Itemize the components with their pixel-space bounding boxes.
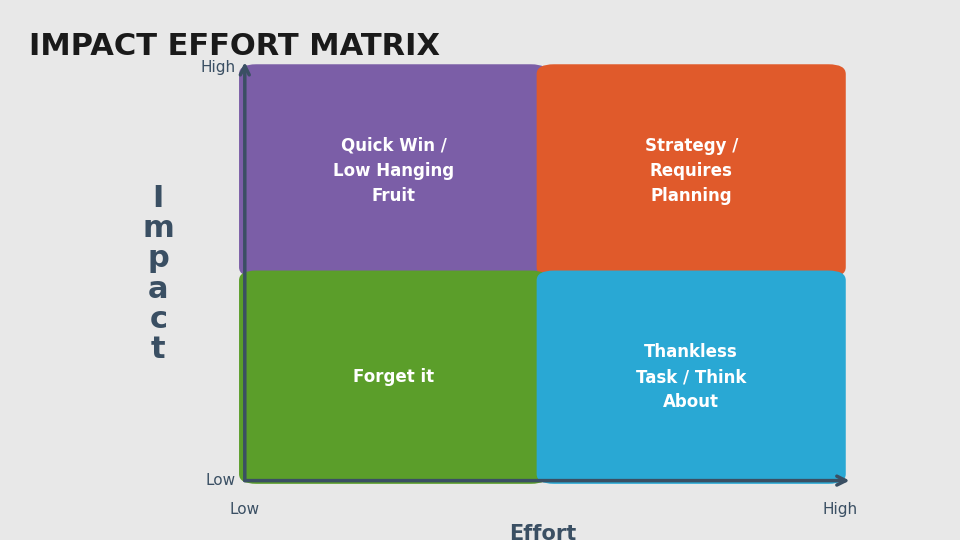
Text: High: High — [823, 502, 857, 517]
FancyBboxPatch shape — [537, 271, 846, 484]
Text: Thankless
Task / Think
About: Thankless Task / Think About — [636, 343, 746, 411]
Text: Forget it: Forget it — [353, 368, 434, 386]
Text: Effort: Effort — [509, 524, 576, 540]
FancyBboxPatch shape — [537, 64, 846, 277]
Text: Low: Low — [229, 502, 260, 517]
Text: Low: Low — [205, 473, 235, 488]
FancyBboxPatch shape — [239, 271, 548, 484]
Text: Quick Win /
Low Hanging
Fruit: Quick Win / Low Hanging Fruit — [333, 137, 454, 205]
Text: IMPACT EFFORT MATRIX: IMPACT EFFORT MATRIX — [29, 32, 440, 62]
FancyBboxPatch shape — [239, 64, 548, 277]
Text: Strategy /
Requires
Planning: Strategy / Requires Planning — [644, 137, 738, 205]
Text: High: High — [200, 60, 235, 75]
Text: I
m
p
a
c
t: I m p a c t — [142, 184, 175, 364]
